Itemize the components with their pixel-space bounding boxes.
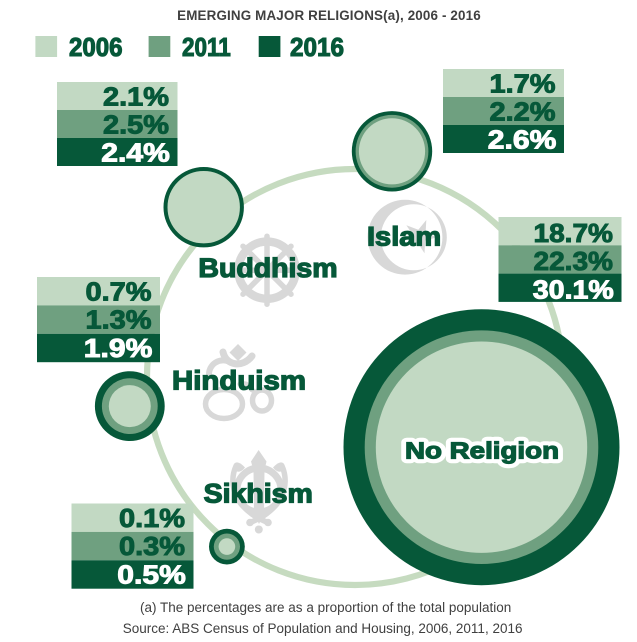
- svg-text:2.6%: 2.6%: [488, 124, 557, 154]
- svg-text:18.7%: 18.7%: [534, 218, 614, 248]
- svg-text:30.1%: 30.1%: [533, 274, 614, 304]
- svg-text:2011: 2011: [182, 32, 231, 62]
- svg-text:Islam: Islam: [367, 222, 441, 252]
- svg-text:0.1%: 0.1%: [119, 503, 185, 533]
- svg-text:Hinduism: Hinduism: [172, 366, 306, 396]
- svg-text:2.4%: 2.4%: [101, 137, 170, 167]
- svg-text:2.5%: 2.5%: [103, 109, 169, 139]
- svg-text:No Religion: No Religion: [405, 438, 559, 464]
- svg-text:2006: 2006: [69, 32, 123, 62]
- svg-text:2.1%: 2.1%: [103, 81, 169, 111]
- svg-text:(a) The percentages are as a p: (a) The percentages are as a proportion …: [140, 600, 511, 615]
- svg-text:1.7%: 1.7%: [490, 68, 556, 98]
- svg-text:2.2%: 2.2%: [490, 96, 556, 126]
- svg-text:22.3%: 22.3%: [534, 246, 614, 276]
- svg-text:Source: ABS Census of Populati: Source: ABS Census of Population and Hou…: [123, 621, 523, 636]
- svg-text:2016: 2016: [290, 32, 344, 62]
- svg-text:Sikhism: Sikhism: [204, 479, 313, 509]
- svg-text:No Religion: No Religion: [405, 438, 559, 464]
- svg-text:EMERGING MAJOR RELIGIONS(a), 2: EMERGING MAJOR RELIGIONS(a), 2006 - 2016: [177, 8, 481, 23]
- svg-text:1.3%: 1.3%: [86, 305, 152, 335]
- svg-text:Buddhism: Buddhism: [198, 253, 337, 283]
- svg-text:1.9%: 1.9%: [84, 333, 153, 363]
- svg-text:0.3%: 0.3%: [119, 531, 185, 561]
- svg-text:0.7%: 0.7%: [86, 276, 152, 306]
- svg-text:0.5%: 0.5%: [117, 560, 186, 590]
